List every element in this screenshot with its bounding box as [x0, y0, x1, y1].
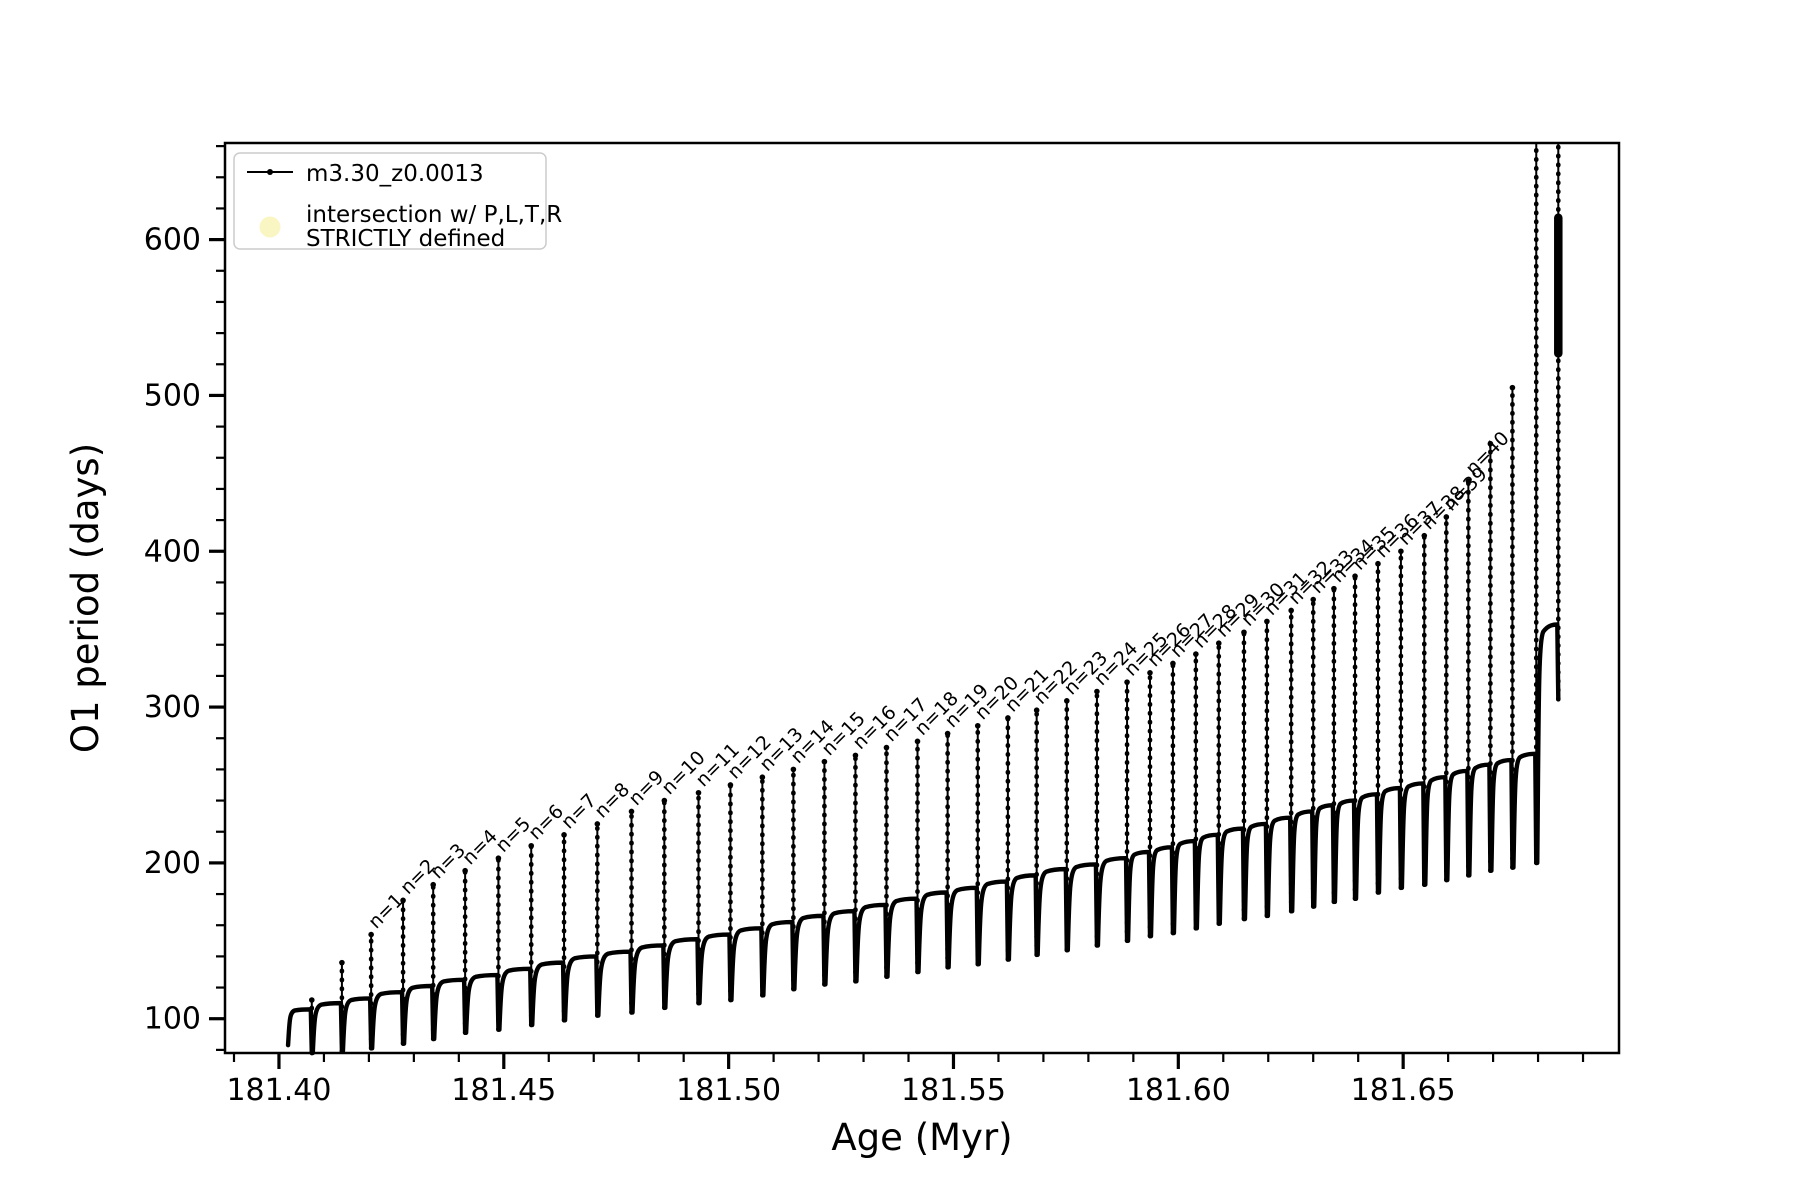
spike-top-dot [1005, 715, 1011, 721]
spike-top-dot [1398, 548, 1404, 555]
spike-annotation: n=8 [590, 779, 634, 823]
spike-annotation: n=4 [458, 825, 502, 869]
spike-top-dot [561, 832, 567, 838]
y-tick-label: 500 [144, 378, 201, 413]
spike-top-dot [495, 855, 502, 862]
spike-top-dot [944, 730, 951, 737]
spike-top-dot [1033, 707, 1040, 713]
spike-top-dot [727, 782, 734, 788]
spike-top-dot [1094, 688, 1100, 695]
x-tick-label: 181.65 [1351, 1073, 1456, 1108]
spike-top-dot [1352, 573, 1358, 579]
data-layer: n=1n=2n=3n=4n=5n=6n=7n=8n=9n=10n=11n=12n… [285, 140, 1563, 1056]
axes-layer: 181.40 181.45 181.50 181.55 181.60 181.65 100 2… [144, 145, 1585, 1108]
spike-top-dot [462, 867, 468, 874]
spike-top-dot [1288, 607, 1294, 614]
plot-frame [223, 141, 1621, 1055]
y-tick-label: 600 [144, 223, 201, 258]
spike-top-dot [852, 752, 859, 759]
spike-annotation: n=5 [491, 813, 535, 857]
legend-line-marker-icon [267, 169, 273, 175]
spike-top-dot [1421, 532, 1428, 539]
spike-top-dot [1147, 669, 1153, 676]
legend-series2-label-line2: STRICTLY defined [306, 226, 505, 252]
x-tick-label: 181.50 [676, 1073, 781, 1108]
spike-top-dot [974, 722, 981, 729]
spike-top-dot [1310, 596, 1317, 603]
spike-top-dot [628, 808, 635, 815]
x-axis-label: Age (Myr) [831, 1116, 1012, 1159]
spike-top-dot [1063, 698, 1070, 704]
x-tick-label: 181.60 [1126, 1073, 1231, 1108]
spike-top-dot [400, 897, 406, 904]
y-axis-label: O1 period (days) [64, 443, 107, 753]
spike-top-dot [1124, 679, 1130, 685]
y-tick-label: 300 [144, 690, 201, 725]
spike-top-dot [1487, 440, 1494, 447]
spike-top-dot [528, 842, 535, 849]
spike-top-dot [695, 789, 702, 796]
baseline-curve [285, 622, 1561, 1056]
x-tick-label: 181.40 [226, 1073, 331, 1108]
legend-intersection-marker-icon [259, 216, 281, 238]
spike-top-dot [1443, 514, 1450, 520]
spike-top-dot [1241, 629, 1247, 636]
spike-top-dot [1465, 478, 1472, 484]
spike-top-dot [339, 959, 345, 966]
spike-top-dot [1509, 384, 1516, 391]
y-tick-label: 100 [144, 1002, 201, 1037]
y-tick-label: 200 [144, 846, 201, 881]
spike-top-dot [1215, 640, 1222, 646]
spike-top-dot [1331, 585, 1337, 592]
spike-top-dot [883, 744, 890, 751]
legend-series1-label: m3.30_z0.0013 [306, 161, 484, 187]
spike-top-dot [1193, 651, 1199, 657]
spike-top-dot [821, 758, 828, 765]
spike-top-dot [1375, 560, 1381, 567]
spike-top-dot [308, 997, 315, 1003]
spike-top-dot [914, 738, 921, 745]
spike-top-dot [594, 821, 601, 827]
legend: m3.30_z0.0013 intersection w/ P,L,T,R ST… [233, 152, 562, 252]
spike-top-dot [790, 766, 797, 773]
spike-top-dot [1170, 660, 1176, 667]
spike-top-dot [1264, 618, 1270, 625]
spike-annotation: n=40 [1461, 427, 1513, 479]
spike-top-dot [430, 881, 437, 888]
legend-series2-label-line1: intersection w/ P,L,T,R [306, 202, 562, 228]
spike-lines [309, 140, 1561, 1056]
x-tick-label: 181.45 [451, 1073, 556, 1108]
x-tick-label: 181.55 [901, 1073, 1006, 1108]
spike-top-dot [759, 774, 766, 780]
legend-box [233, 152, 547, 250]
spike-top-dot [368, 931, 374, 938]
y-tick-label: 400 [144, 534, 201, 569]
spike-top-dot [661, 797, 668, 804]
spike-labels: n=1n=2n=3n=4n=5n=6n=7n=8n=9n=10n=11n=12n… [364, 427, 1514, 933]
